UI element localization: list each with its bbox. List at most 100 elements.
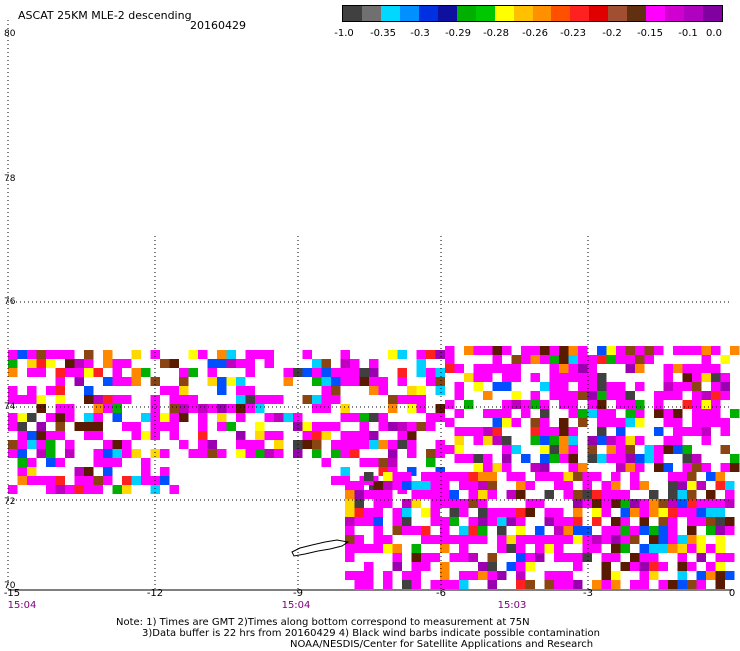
data-cell-986 — [715, 571, 725, 580]
data-cell-484 — [587, 391, 597, 400]
data-cell-545 — [616, 418, 626, 427]
data-cell-839 — [535, 526, 545, 535]
data-cell-898 — [497, 544, 507, 553]
data-cell-548 — [663, 418, 673, 427]
data-cell-854 — [715, 526, 725, 535]
data-cell-648 — [364, 472, 374, 481]
data-cell-777 — [497, 508, 507, 517]
data-cell-905 — [592, 544, 602, 553]
data-cell-137 — [264, 395, 274, 404]
data-cell-21 — [397, 350, 407, 359]
data-cell-837 — [497, 526, 507, 535]
data-cell-775 — [478, 508, 488, 517]
data-cell-602 — [625, 445, 635, 454]
data-cell-54 — [74, 368, 84, 377]
data-cell-63 — [245, 368, 255, 377]
time-label-3: 15:03 — [497, 600, 527, 611]
data-cell-892 — [373, 544, 383, 553]
data-cell-861 — [430, 535, 440, 544]
data-cell-849 — [649, 526, 659, 535]
data-cell-637 — [578, 463, 588, 472]
data-cell-335 — [407, 467, 417, 476]
data-cell-710 — [411, 490, 421, 499]
data-cell-664 — [554, 472, 564, 481]
data-cell-272 — [340, 440, 350, 449]
data-cell-950 — [516, 562, 526, 571]
data-cell-996 — [459, 580, 469, 589]
data-cell-795 — [706, 508, 716, 517]
data-cell-743 — [459, 499, 469, 508]
data-cell-572 — [454, 436, 464, 445]
data-cell-392 — [644, 346, 654, 355]
data-cell-636 — [568, 463, 578, 472]
data-cell-265 — [245, 440, 255, 449]
data-cell-463 — [559, 382, 569, 391]
data-cell-885 — [677, 535, 687, 544]
data-cell-316 — [103, 458, 113, 467]
data-cell-52 — [55, 368, 65, 377]
data-cell-79 — [74, 377, 84, 386]
data-cell-195 — [369, 413, 379, 422]
data-cell-234 — [131, 431, 141, 440]
data-cell-233 — [93, 431, 103, 440]
data-cell-973 — [487, 571, 497, 580]
color-label-7: -0.2 — [602, 28, 622, 39]
data-cell-964 — [354, 571, 364, 580]
data-cell-528 — [654, 409, 664, 418]
data-cell-568 — [682, 427, 692, 436]
data-cell-393 — [654, 346, 664, 355]
data-cell-133 — [188, 395, 198, 404]
data-cell-296 — [217, 449, 227, 458]
data-cell-758 — [668, 499, 678, 508]
data-cell-154 — [169, 404, 179, 413]
data-cell-515 — [454, 409, 464, 418]
data-cell-954 — [620, 562, 630, 571]
color-swatch-5 — [437, 6, 457, 21]
data-cell-826 — [725, 517, 735, 526]
data-cell-39 — [226, 359, 236, 368]
data-cell-386 — [578, 346, 588, 355]
data-cell-290 — [131, 449, 141, 458]
data-cell-429 — [578, 364, 588, 373]
data-cell-67 — [312, 368, 322, 377]
data-cell-367 — [150, 485, 160, 494]
data-cell-660 — [506, 472, 516, 481]
data-cell-106 — [84, 386, 94, 395]
data-cell-666 — [573, 472, 583, 481]
data-cell-254 — [27, 440, 37, 449]
color-label-9: -0.1 — [678, 28, 698, 39]
data-cell-6 — [65, 350, 75, 359]
data-cell-676 — [345, 481, 355, 490]
data-cell-391 — [635, 346, 645, 355]
data-cell-883 — [658, 535, 668, 544]
data-cell-712 — [430, 490, 440, 499]
data-cell-34 — [122, 359, 132, 368]
data-cell-614 — [521, 454, 531, 463]
data-cell-913 — [687, 544, 697, 553]
data-cell-160 — [226, 404, 236, 413]
data-cell-643 — [682, 463, 692, 472]
data-cell-139 — [302, 395, 312, 404]
data-cell-433 — [663, 364, 673, 373]
data-cell-655 — [449, 472, 459, 481]
data-cell-836 — [478, 526, 488, 535]
data-cell-384 — [559, 346, 569, 355]
data-cell-103 — [27, 386, 37, 395]
data-cell-967 — [402, 571, 412, 580]
note-line-2: 3)Data buffer is 22 hrs from 20160429 4)… — [142, 628, 600, 639]
data-cell-1004 — [592, 580, 602, 589]
data-cell-213 — [226, 422, 236, 431]
data-cell-874 — [563, 535, 573, 544]
data-cell-583 — [597, 436, 607, 445]
data-cell-44 — [321, 359, 331, 368]
data-cell-308 — [407, 449, 417, 458]
x-label--15: -15 — [3, 588, 21, 599]
data-cell-603 — [644, 445, 654, 454]
data-cell-314 — [55, 458, 65, 467]
data-cell-14 — [226, 350, 236, 359]
data-cell-425 — [511, 364, 521, 373]
data-cell-253 — [17, 440, 27, 449]
data-cell-204 — [84, 422, 94, 431]
data-cell-364 — [93, 485, 103, 494]
color-swatch-7 — [475, 6, 495, 21]
